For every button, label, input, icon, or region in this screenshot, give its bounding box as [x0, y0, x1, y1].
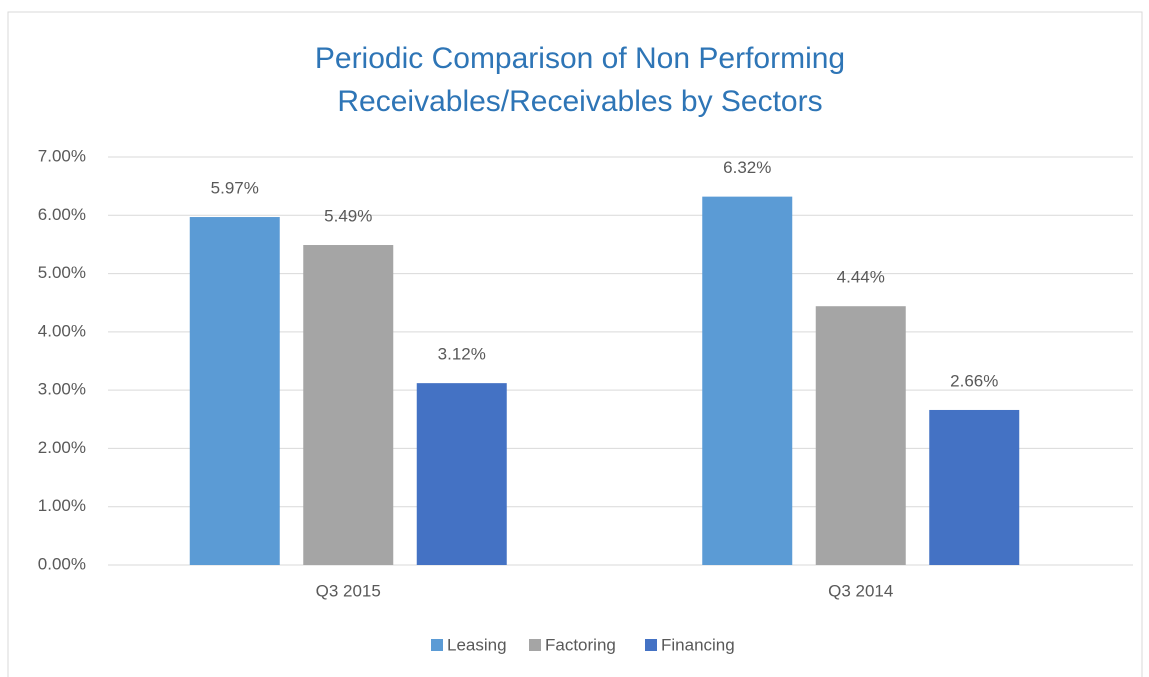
y-tick-label: 1.00%	[38, 496, 86, 515]
legend-label: Financing	[661, 635, 735, 654]
x-tick-label: Q3 2014	[828, 581, 893, 600]
legend-label: Leasing	[447, 635, 507, 654]
y-tick-label: 3.00%	[38, 380, 86, 399]
data-label: 6.32%	[723, 158, 771, 177]
bar	[416, 383, 507, 565]
bar	[189, 217, 280, 565]
y-tick-label: 0.00%	[38, 554, 86, 573]
chart-title: Receivables/Receivables by Sectors	[337, 85, 822, 118]
y-tick-label: 4.00%	[38, 321, 86, 340]
data-label: 5.49%	[324, 206, 372, 225]
y-tick-label: 6.00%	[38, 205, 86, 224]
y-tick-label: 7.00%	[38, 146, 86, 165]
y-tick-label: 5.00%	[38, 263, 86, 282]
legend-label: Factoring	[545, 635, 616, 654]
legend-swatch	[529, 639, 541, 651]
legend-swatch	[431, 639, 443, 651]
bar	[702, 196, 793, 566]
bar	[303, 245, 394, 566]
y-tick-label: 2.00%	[38, 438, 86, 457]
data-label: 4.44%	[837, 268, 885, 287]
chart-title: Periodic Comparison of Non Performing	[315, 42, 845, 75]
data-label: 3.12%	[438, 345, 486, 364]
x-tick-label: Q3 2015	[316, 581, 381, 600]
legend-swatch	[645, 639, 657, 651]
chart-frame	[7, 11, 1143, 677]
bar	[929, 409, 1020, 565]
data-label: 2.66%	[950, 371, 998, 390]
data-label: 5.97%	[211, 179, 259, 198]
bar	[815, 306, 906, 565]
